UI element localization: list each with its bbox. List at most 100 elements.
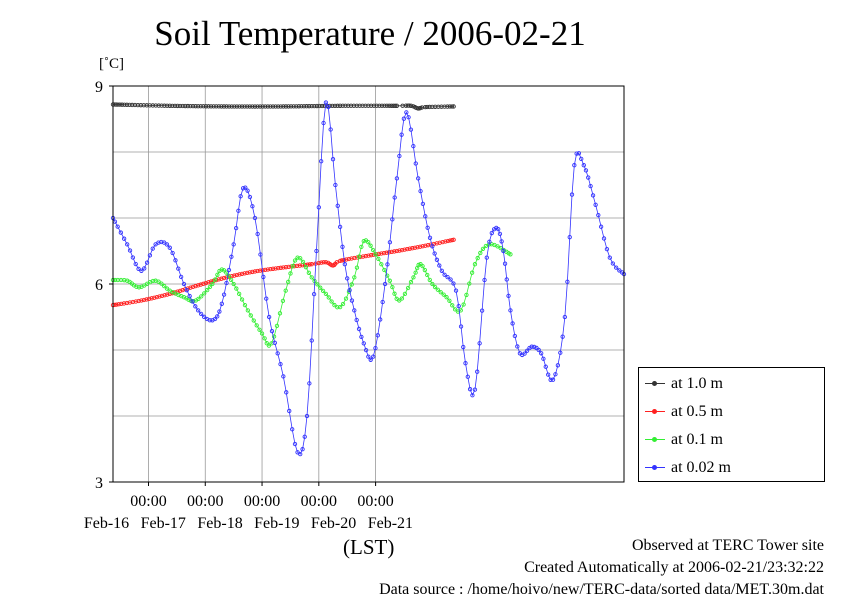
series-point — [349, 298, 355, 303]
series-point — [389, 103, 394, 108]
series-point — [425, 225, 430, 230]
series-point — [558, 350, 563, 355]
series-point — [156, 240, 161, 245]
series-point — [281, 265, 286, 270]
series-point — [193, 283, 198, 289]
series-point — [234, 272, 240, 278]
series-point — [250, 104, 255, 109]
series-point — [265, 267, 270, 272]
series-point — [377, 103, 382, 108]
series-point — [374, 103, 379, 108]
series-point — [590, 193, 596, 198]
series-point — [265, 104, 270, 109]
series-point — [461, 302, 466, 307]
series-point — [423, 243, 428, 248]
series-point — [416, 176, 421, 181]
x-tick-label: 00:00 — [130, 493, 166, 510]
series-point — [257, 268, 263, 273]
series-point — [263, 104, 268, 109]
series-point — [284, 390, 289, 395]
series-point — [288, 104, 294, 109]
series-3 — [110, 100, 627, 457]
series-point — [245, 270, 250, 276]
series-point — [206, 280, 211, 285]
series-point — [262, 336, 267, 341]
series-point — [593, 202, 598, 207]
series-point — [136, 266, 141, 272]
series-point — [617, 268, 622, 273]
series-point — [270, 266, 276, 271]
series-point — [420, 244, 425, 249]
series-point — [134, 284, 139, 289]
series-point — [276, 266, 281, 271]
series-point — [239, 297, 245, 302]
series-point — [118, 230, 123, 235]
series-point — [278, 361, 283, 367]
series-point — [156, 103, 161, 108]
series-point — [497, 231, 503, 237]
series-point — [304, 104, 309, 109]
series-point — [237, 291, 242, 297]
series-point — [303, 265, 309, 270]
series-point — [233, 225, 239, 231]
series-point — [506, 293, 511, 299]
series-point — [477, 341, 482, 346]
series-point — [186, 297, 191, 302]
series-point — [164, 242, 170, 247]
series-point — [359, 334, 364, 340]
series-point — [269, 329, 275, 334]
series-point — [502, 261, 508, 266]
series-point — [226, 104, 232, 109]
series-point — [196, 104, 201, 109]
series-point — [183, 103, 188, 109]
series-point — [343, 296, 349, 301]
series-2 — [110, 238, 513, 348]
series-point — [147, 253, 153, 258]
series-point — [180, 287, 185, 293]
series-point — [278, 265, 283, 270]
series-point — [397, 153, 402, 159]
series-point — [399, 296, 405, 301]
series-point — [188, 103, 193, 109]
series-point — [443, 239, 448, 244]
series-1 — [110, 237, 456, 308]
series-point — [133, 261, 138, 267]
series-point — [281, 104, 286, 109]
series-point — [380, 299, 385, 305]
series-point — [176, 266, 181, 271]
series-point — [351, 103, 357, 108]
series-point — [596, 212, 601, 218]
series-point — [371, 354, 376, 359]
series-point — [541, 356, 546, 361]
series-point — [373, 252, 378, 257]
series-point — [178, 274, 184, 279]
series-point — [250, 269, 255, 275]
series-point — [329, 299, 334, 304]
series-point — [441, 292, 446, 297]
series-point — [159, 239, 164, 245]
series-point — [337, 224, 343, 230]
series-point — [119, 102, 125, 107]
series-point — [159, 103, 164, 108]
series-point — [180, 103, 185, 109]
series-point — [247, 104, 252, 109]
series-point — [450, 303, 455, 308]
series-point — [187, 293, 192, 299]
series-point — [216, 104, 221, 109]
series-point — [368, 253, 374, 258]
series-point — [193, 104, 198, 109]
series-point — [125, 242, 130, 247]
series-point — [167, 245, 172, 250]
footer-source: Data source : /home/hoivo/new/TERC-data/… — [379, 581, 824, 598]
series-point — [440, 239, 445, 245]
series-point — [402, 247, 407, 252]
series-point — [363, 103, 368, 108]
series-point — [326, 295, 331, 300]
series-point — [515, 344, 520, 349]
x-date-label: Feb-16 — [84, 515, 129, 532]
series-point — [219, 301, 224, 306]
series-point — [302, 262, 308, 268]
series-point — [524, 348, 530, 353]
legend-item: at 0.1 m — [645, 428, 723, 452]
series-point — [172, 103, 178, 109]
